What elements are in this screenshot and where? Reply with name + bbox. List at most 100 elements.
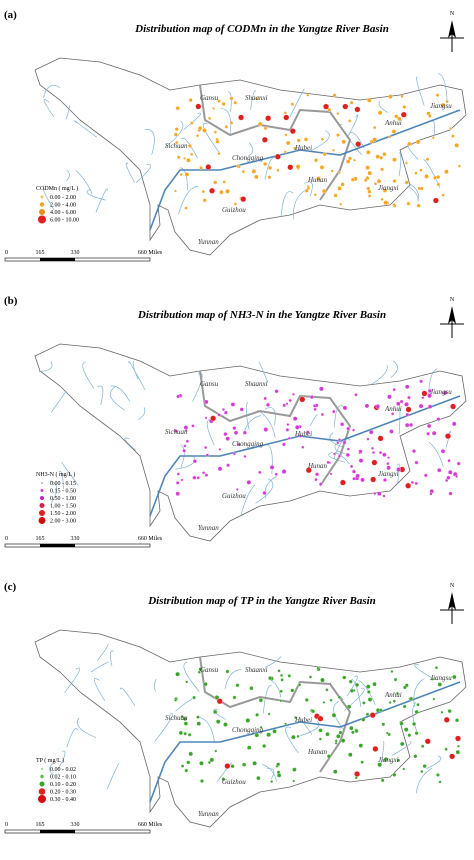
station-dot [382, 494, 386, 498]
province-label: Jiangsu [430, 674, 452, 682]
station-dot [320, 137, 325, 141]
legend-label: 0.15 - 0.50 [50, 489, 76, 495]
station-dot [342, 405, 348, 411]
station-dot [333, 769, 338, 774]
station-dot [303, 137, 309, 142]
station-dot [348, 679, 353, 684]
legend-label: 0.00 - 0.15 [50, 481, 76, 487]
station-dot [294, 716, 298, 720]
station-dot [414, 171, 418, 175]
station-dot [262, 744, 267, 748]
tributary [183, 112, 201, 130]
legend-symbol [39, 781, 45, 787]
station-dot [325, 732, 330, 737]
station-dot [373, 182, 378, 186]
yangtze-main [149, 395, 461, 517]
tributary [175, 698, 193, 712]
station-dot [188, 751, 193, 757]
station-dot [452, 674, 457, 680]
station-dot [404, 402, 409, 407]
station-dot [443, 716, 450, 723]
province-label: Gansu [200, 380, 219, 388]
station-dot [192, 695, 196, 700]
station-dot [392, 699, 396, 703]
station-dot [210, 415, 217, 422]
station-dot [332, 93, 337, 98]
legend-symbol [41, 768, 43, 770]
province-label: Jiangsu [430, 102, 452, 110]
station-dot [419, 168, 423, 172]
station-dot [285, 140, 291, 146]
station-dot [305, 467, 312, 474]
legend-symbol [40, 774, 44, 779]
station-dot [274, 389, 279, 394]
station-dot [358, 458, 364, 463]
tributary [397, 463, 400, 485]
station-dot [175, 671, 180, 677]
station-dot [326, 460, 330, 465]
station-dot [245, 718, 251, 723]
tributary [66, 169, 70, 181]
station-dot [267, 712, 271, 716]
tributary [181, 137, 198, 159]
station-dot [431, 136, 435, 140]
station-dot [355, 141, 362, 148]
station-dot [405, 482, 412, 489]
station-dot [294, 425, 300, 430]
legend-title: CODMn ( mg/L ) [36, 185, 78, 192]
station-dot [218, 448, 222, 451]
station-dot [382, 152, 387, 157]
station-dot [382, 188, 388, 193]
basin-outline [34, 629, 467, 828]
station-dot [440, 449, 446, 454]
province-label: Hubei [294, 144, 312, 152]
tributary [132, 360, 139, 380]
station-dot [371, 459, 378, 466]
scale-label: 660 Miles [138, 822, 163, 828]
station-dot [283, 111, 287, 115]
map-panel: (c) Distribution map of TP in the Yangtze… [4, 581, 467, 834]
station-dot [304, 698, 309, 702]
province-label: Yunnan [198, 810, 219, 818]
station-dot [379, 708, 383, 712]
station-dot [352, 476, 356, 481]
province-label: Anhui [384, 119, 402, 127]
province-label: Sichuan [165, 428, 188, 436]
station-dot [349, 726, 354, 731]
station-dot [372, 137, 377, 142]
station-dot [399, 741, 405, 747]
station-dot [282, 442, 286, 447]
station-dot [386, 465, 391, 471]
legend-symbol [39, 503, 45, 508]
tributary [128, 361, 146, 391]
province-label: Anhui [384, 405, 402, 413]
station-dot [318, 482, 323, 486]
north-arrow-cross [440, 606, 464, 624]
province-label: Jiangxi [378, 756, 399, 764]
province-label: Shaanxi [245, 666, 268, 674]
legend-label: 0.00 - 0.02 [50, 767, 76, 773]
station-dot [345, 452, 350, 458]
station-dot [214, 695, 220, 700]
tributary [280, 191, 294, 217]
legend-symbol [38, 517, 46, 524]
station-dot [313, 193, 317, 197]
station-dot [322, 152, 327, 157]
station-dot [323, 103, 329, 110]
station-dot [251, 169, 257, 174]
tributary [406, 181, 419, 201]
tributary [309, 414, 318, 427]
station-dot [233, 100, 238, 105]
tributary [258, 361, 269, 383]
station-dot [431, 430, 437, 436]
station-dot [406, 201, 411, 206]
tributary [65, 105, 70, 120]
station-dot [445, 99, 449, 104]
station-dot [232, 695, 237, 700]
station-dot [414, 481, 418, 486]
station-dot [334, 739, 338, 743]
scale-label: 165 [36, 250, 45, 256]
station-dot [396, 401, 401, 406]
station-dot [333, 193, 338, 198]
legend-label: 0.20 - 0.30 [50, 790, 76, 796]
